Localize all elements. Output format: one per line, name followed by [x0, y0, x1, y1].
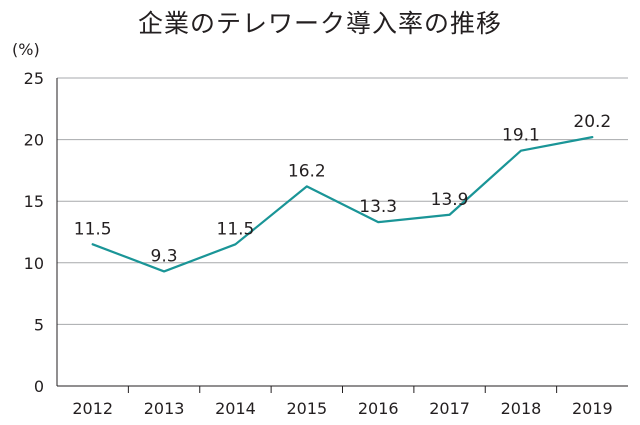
- data-label-2014: 11.5: [217, 219, 255, 239]
- x-tick-label-2014: 2014: [215, 399, 256, 418]
- grid-lines: [57, 77, 628, 325]
- series: [91, 136, 594, 273]
- x-tick-label-2018: 2018: [501, 399, 542, 418]
- x-tick-label-2019: 2019: [572, 399, 613, 418]
- x-tick-label-2013: 2013: [144, 399, 185, 418]
- series-line-0: [91, 136, 594, 273]
- y-tick-label: 20: [24, 131, 44, 150]
- y-axis-unit-label: (%): [12, 40, 40, 59]
- y-tick-label: 0: [34, 377, 44, 396]
- data-label-2016: 13.3: [359, 197, 397, 217]
- y-tick-label: 25: [24, 69, 44, 88]
- x-tick-label-2016: 2016: [358, 399, 399, 418]
- data-label-2017: 13.9: [431, 190, 469, 210]
- data-labels: 11.5 9.3 11.5 16.2 13.3 13.9 19.1 20.2: [74, 112, 611, 266]
- x-tick-label-2012: 2012: [72, 399, 113, 418]
- data-label-2012: 11.5: [74, 219, 112, 239]
- data-label-2013: 9.3: [151, 246, 178, 266]
- y-tick-labels: 0 5 10 15 20 25: [24, 69, 44, 396]
- x-tick-label-2017: 2017: [429, 399, 470, 418]
- y-tick-label: 5: [34, 315, 44, 334]
- data-label-2015: 16.2: [288, 161, 326, 181]
- data-label-2019: 20.2: [573, 112, 611, 132]
- x-tick-labels: 2012 2013 2014 2015 2016 2017 2018 2019: [72, 399, 612, 418]
- y-tick-label: 15: [24, 192, 44, 211]
- data-label-2018: 19.1: [502, 126, 540, 146]
- x-tick-label-2015: 2015: [286, 399, 327, 418]
- axes: [56, 78, 628, 393]
- chart-title: 企業のテレワーク導入率の推移: [137, 9, 502, 38]
- y-tick-label: 10: [24, 254, 44, 273]
